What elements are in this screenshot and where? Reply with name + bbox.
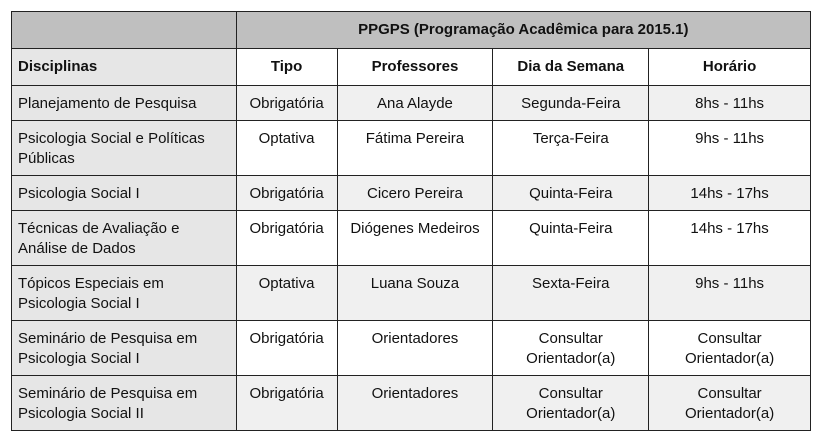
- cell-disciplina: Psicologia Social I: [11, 175, 237, 211]
- cell-tipo: Optativa: [235, 265, 338, 321]
- cell-tipo: Optativa: [235, 120, 338, 176]
- empty-corner-cell: [11, 11, 237, 49]
- cell-professor: Fátima Pereira: [336, 120, 494, 176]
- table-row: Seminário de Pesquisa em Psicologia Soci…: [11, 375, 811, 431]
- cell-horario: Consultar Orientador(a): [648, 375, 811, 431]
- header-dia-da-semana: Dia da Semana: [492, 48, 650, 86]
- header-tipo: Tipo: [235, 48, 338, 86]
- cell-tipo: Obrigatória: [235, 175, 338, 211]
- table-row: Tópicos Especiais em Psicologia Social I…: [11, 265, 811, 321]
- cell-disciplina: Tópicos Especiais em Psicologia Social I: [11, 265, 237, 321]
- cell-horario: 14hs - 17hs: [648, 210, 811, 266]
- cell-tipo: Obrigatória: [235, 375, 338, 431]
- cell-dia: Quinta-Feira: [492, 210, 650, 266]
- table-row: Seminário de Pesquisa em Psicologia Soci…: [11, 320, 811, 376]
- header-disciplinas: Disciplinas: [11, 48, 237, 86]
- cell-tipo: Obrigatória: [235, 320, 338, 376]
- cell-disciplina: Seminário de Pesquisa em Psicologia Soci…: [11, 375, 237, 431]
- cell-horario: 9hs - 11hs: [648, 120, 811, 176]
- cell-disciplina: Planejamento de Pesquisa: [11, 85, 237, 121]
- cell-disciplina: Psicologia Social e Políticas Públicas: [11, 120, 237, 176]
- cell-horario: 14hs - 17hs: [648, 175, 811, 211]
- cell-dia: Quinta-Feira: [492, 175, 650, 211]
- cell-horario: 9hs - 11hs: [648, 265, 811, 321]
- cell-dia: Consultar Orientador(a): [492, 320, 650, 376]
- table-title: PPGPS (Programação Acadêmica para 2015.1…: [235, 11, 812, 49]
- table-row: Planejamento de Pesquisa Obrigatória Ana A…: [11, 85, 811, 121]
- table-row: Técnicas de Avaliação e Análise de Dados…: [11, 210, 811, 266]
- cell-dia: Consultar Orientador(a): [492, 375, 650, 431]
- header-professores: Professores: [336, 48, 494, 86]
- cell-dia: Segunda-Feira: [492, 85, 650, 121]
- cell-professor: Ana Alayde: [336, 85, 494, 121]
- cell-dia: Terça-Feira: [492, 120, 650, 176]
- table-row: Psicologia Social e Políticas Públicas Op…: [11, 120, 811, 176]
- cell-professor: Cicero Pereira: [336, 175, 494, 211]
- cell-tipo: Obrigatória: [235, 210, 338, 266]
- cell-horario: 8hs - 11hs: [648, 85, 811, 121]
- cell-professor: Luana Souza: [336, 265, 494, 321]
- cell-dia: Sexta-Feira: [492, 265, 650, 321]
- header-horario: Horário: [648, 48, 811, 86]
- cell-tipo: Obrigatória: [235, 85, 338, 121]
- cell-horario: Consultar Orientador(a): [648, 320, 811, 376]
- cell-disciplina: Técnicas de Avaliação e Análise de Dados: [11, 210, 237, 266]
- cell-professor: Orientadores: [336, 320, 494, 376]
- cell-disciplina: Seminário de Pesquisa em Psicologia Soci…: [11, 320, 237, 376]
- cell-professor: Orientadores: [336, 375, 494, 431]
- table-row: Psicologia Social I Obrigatória Cicero Per…: [11, 175, 811, 211]
- header-row: Disciplinas Tipo Professores Dia da Sema…: [11, 48, 811, 86]
- title-row: PPGPS (Programação Acadêmica para 2015.1…: [11, 11, 812, 49]
- schedule-table: PPGPS (Programação Acadêmica para 2015.1…: [11, 11, 812, 431]
- cell-professor: Diógenes Medeiros: [336, 210, 494, 266]
